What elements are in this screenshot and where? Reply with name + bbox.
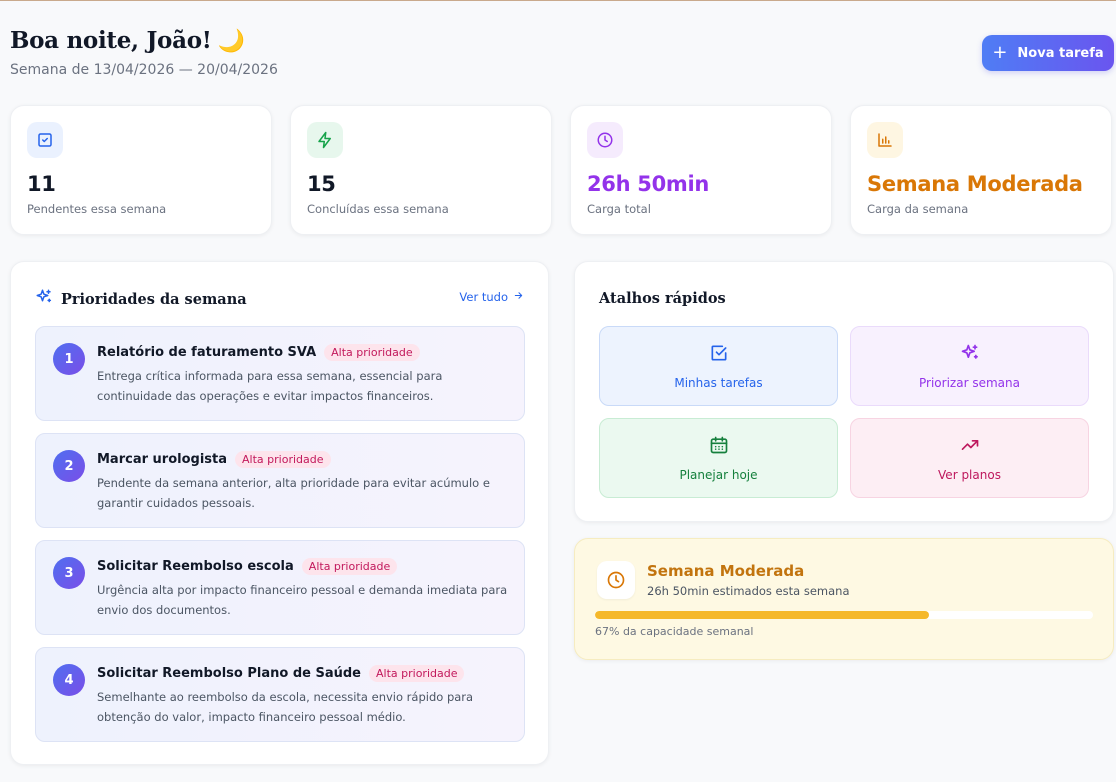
week-load-panel: Semana Moderada 26h 50min estimados esta… <box>574 538 1114 660</box>
new-task-button[interactable]: + Nova tarefa <box>982 35 1114 71</box>
stat-value: Semana Moderada <box>867 172 1083 196</box>
priority-badge: Alta prioridade <box>235 451 331 468</box>
stat-card-week-load: Semana Moderada Carga da semana <box>850 105 1112 235</box>
priority-item[interactable]: 1 Relatório de faturamento SVA Alta prio… <box>35 326 525 421</box>
checkbox-icon <box>27 122 63 158</box>
shortcuts-panel: Atalhos rápidos Minhas tarefas Priorizar… <box>574 261 1114 522</box>
shortcuts-title: Atalhos rápidos <box>599 290 726 307</box>
shortcut-label: Planejar hoje <box>679 467 758 482</box>
priority-title: Marcar urologista <box>97 452 228 467</box>
stat-value: 26h 50min <box>587 172 710 196</box>
plus-icon: + <box>992 42 1008 63</box>
stat-label: Carga da semana <box>867 202 969 216</box>
sparkles-icon <box>960 343 980 366</box>
priority-number: 3 <box>53 557 85 589</box>
capacity-progress-bar <box>595 611 1093 619</box>
greeting-text: Boa noite, João! <box>10 27 212 54</box>
shortcut-plan-today[interactable]: Planejar hoje <box>599 418 838 498</box>
priority-title-row: Solicitar Reembolso escola Alta priorida… <box>97 558 398 575</box>
priority-title-row: Relatório de faturamento SVA Alta priori… <box>97 344 420 361</box>
moon-icon: 🌙 <box>217 28 245 54</box>
week-range: Semana de 13/04/2026 — 20/04/2026 <box>10 62 278 78</box>
priority-badge: Alta prioridade <box>369 665 465 682</box>
priority-number: 4 <box>53 664 85 696</box>
priorities-panel: Prioridades da semana Ver tudo 1 Relatór… <box>10 261 549 765</box>
stat-value: 15 <box>307 172 336 196</box>
shortcut-label: Minhas tarefas <box>674 375 763 390</box>
capacity-progress-fill <box>595 611 929 619</box>
arrow-right-icon <box>513 290 524 304</box>
sparkles-icon <box>35 288 53 310</box>
priorities-header: Prioridades da semana <box>35 288 247 310</box>
priority-item[interactable]: 4 Solicitar Reembolso Plano de Saúde Alt… <box>35 647 525 742</box>
stat-card-total-load: 26h 50min Carga total <box>570 105 832 235</box>
priority-title: Relatório de faturamento SVA <box>97 345 317 360</box>
capacity-text: 67% da capacidade semanal <box>595 625 754 638</box>
clock-icon <box>587 122 623 158</box>
priority-description: Pendente da semana anterior, alta priori… <box>97 476 490 510</box>
see-all-label: Ver tudo <box>459 290 508 304</box>
priority-title: Solicitar Reembolso Plano de Saúde <box>97 666 361 681</box>
stat-value: 11 <box>27 172 56 196</box>
lightning-icon <box>307 122 343 158</box>
priority-title: Solicitar Reembolso escola <box>97 559 294 574</box>
week-load-title: Semana Moderada <box>647 562 805 580</box>
page-header: Boa noite, João! 🌙 Semana de 13/04/2026 —… <box>10 27 278 78</box>
new-task-label: Nova tarefa <box>1017 45 1104 61</box>
clock-icon <box>597 561 635 599</box>
week-load-subtitle: 26h 50min estimados esta semana <box>647 584 850 598</box>
stat-card-completed: 15 Concluídas essa semana <box>290 105 552 235</box>
trending-up-icon <box>960 435 980 458</box>
priority-description: Semelhante ao reembolso da escola, neces… <box>97 690 474 724</box>
stat-label: Concluídas essa semana <box>307 202 449 216</box>
stat-card-pending: 11 Pendentes essa semana <box>10 105 272 235</box>
priority-badge: Alta prioridade <box>301 558 398 575</box>
shortcut-label: Priorizar semana <box>919 375 1020 390</box>
priority-badge: Alta prioridade <box>324 344 420 361</box>
stat-label: Carga total <box>587 202 651 216</box>
priority-description: Urgência alta por impacto financeiro pes… <box>97 583 508 617</box>
shortcut-prioritize-week[interactable]: Priorizar semana <box>850 326 1089 406</box>
priority-title-row: Marcar urologista Alta prioridade <box>97 451 331 468</box>
priority-number: 2 <box>53 450 85 482</box>
shortcut-my-tasks[interactable]: Minhas tarefas <box>599 326 838 406</box>
priority-title-row: Solicitar Reembolso Plano de Saúde Alta … <box>97 665 465 682</box>
bar-chart-icon <box>867 122 903 158</box>
priorities-title: Prioridades da semana <box>61 290 247 308</box>
shortcut-label: Ver planos <box>938 467 1001 482</box>
priority-number: 1 <box>53 343 85 375</box>
see-all-link[interactable]: Ver tudo <box>459 290 524 304</box>
calendar-icon <box>709 435 729 458</box>
priority-item[interactable]: 2 Marcar urologista Alta prioridade Pend… <box>35 433 525 528</box>
priority-item[interactable]: 3 Solicitar Reembolso escola Alta priori… <box>35 540 525 635</box>
shortcut-view-plans[interactable]: Ver planos <box>850 418 1089 498</box>
stat-label: Pendentes essa semana <box>27 202 167 216</box>
priority-description: Entrega crítica informada para essa sema… <box>97 369 443 403</box>
page-title: Boa noite, João! 🌙 <box>10 27 278 54</box>
checkbox-icon <box>709 343 729 366</box>
